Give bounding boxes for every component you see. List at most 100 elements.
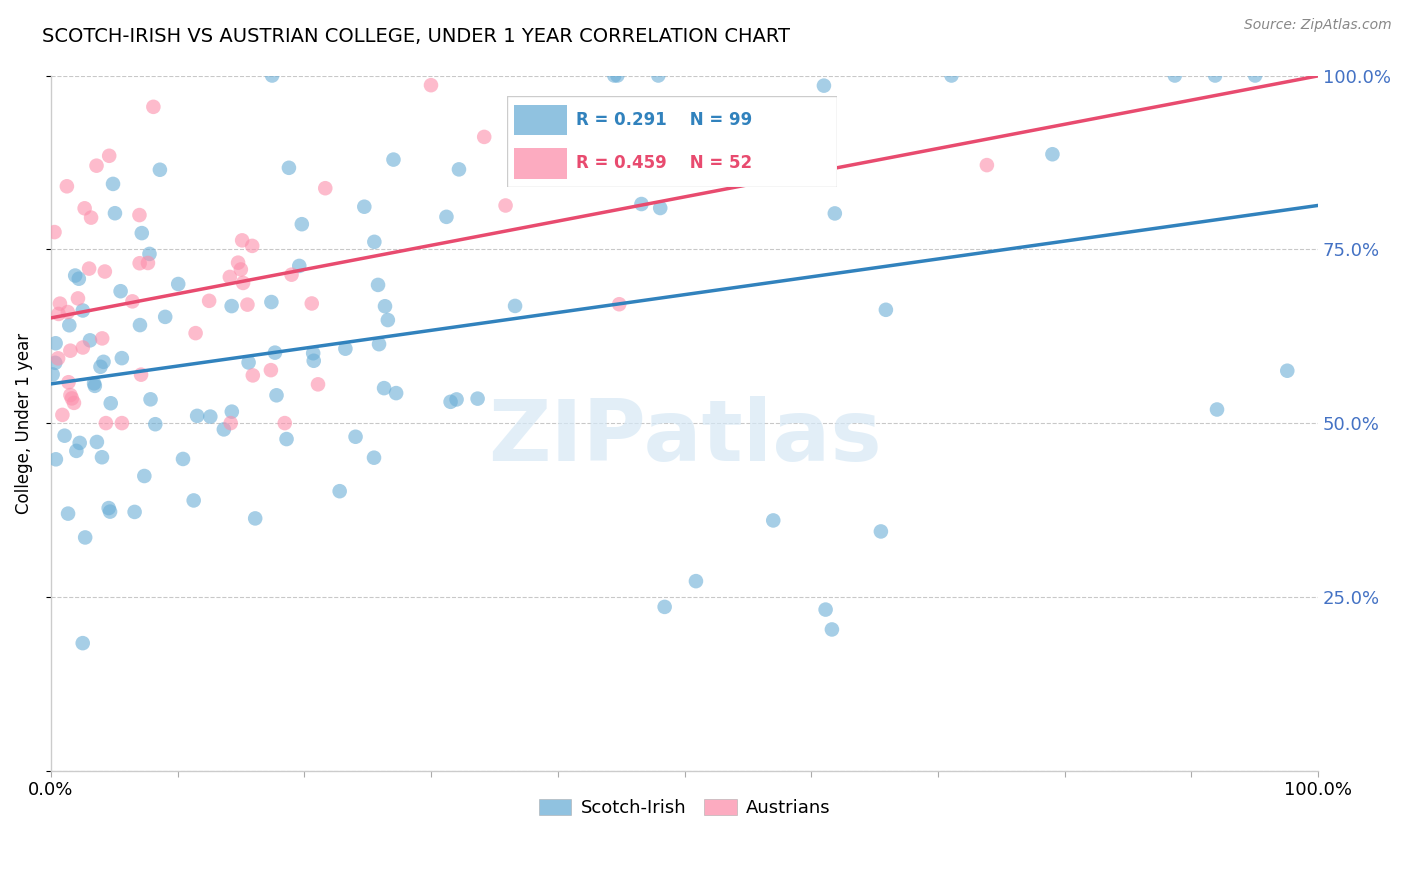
Point bbox=[200, 409, 222, 424]
Point bbox=[91, 331, 114, 345]
Point bbox=[260, 295, 283, 310]
Point bbox=[302, 346, 325, 360]
Point bbox=[121, 294, 143, 309]
Point bbox=[167, 277, 190, 291]
Point bbox=[630, 197, 652, 211]
Point bbox=[307, 377, 329, 392]
Point bbox=[363, 235, 385, 249]
Point bbox=[60, 392, 83, 406]
Point bbox=[83, 379, 105, 393]
Point bbox=[153, 310, 176, 324]
Point bbox=[80, 211, 103, 225]
Point bbox=[373, 381, 395, 395]
Point bbox=[226, 255, 249, 269]
Point bbox=[875, 302, 897, 317]
Point bbox=[94, 416, 117, 430]
Point bbox=[79, 334, 101, 348]
Point bbox=[172, 452, 194, 467]
Point bbox=[941, 69, 963, 83]
Point bbox=[143, 417, 166, 432]
Point bbox=[280, 268, 302, 282]
Point bbox=[86, 159, 108, 173]
Point bbox=[229, 262, 252, 277]
Point bbox=[139, 392, 162, 407]
Point bbox=[63, 396, 86, 410]
Point bbox=[44, 356, 66, 370]
Point bbox=[245, 511, 267, 525]
Point bbox=[59, 388, 82, 402]
Point bbox=[58, 376, 80, 390]
Point bbox=[647, 69, 669, 83]
Point bbox=[447, 162, 470, 177]
Point bbox=[58, 318, 80, 333]
Point bbox=[274, 416, 297, 430]
Point bbox=[221, 404, 243, 418]
Point bbox=[472, 129, 495, 144]
Point bbox=[301, 296, 323, 310]
Point bbox=[56, 305, 79, 319]
Point bbox=[650, 201, 672, 215]
Point bbox=[1204, 69, 1226, 83]
Point bbox=[51, 408, 73, 422]
Point bbox=[63, 268, 86, 283]
Point bbox=[73, 202, 96, 216]
Point bbox=[221, 299, 243, 313]
Point bbox=[439, 394, 461, 409]
Point bbox=[374, 299, 396, 313]
Point bbox=[813, 78, 835, 93]
Point bbox=[94, 264, 117, 278]
Point bbox=[314, 181, 336, 195]
Point bbox=[329, 484, 352, 499]
Point bbox=[302, 353, 325, 368]
Point bbox=[59, 343, 82, 358]
Point bbox=[67, 271, 90, 285]
Point bbox=[129, 368, 152, 382]
Point bbox=[658, 113, 681, 128]
Point bbox=[260, 363, 283, 377]
Point bbox=[48, 307, 70, 321]
Point bbox=[65, 443, 87, 458]
Point bbox=[72, 303, 94, 318]
Point bbox=[385, 386, 408, 401]
Point bbox=[83, 376, 105, 391]
Point bbox=[131, 226, 153, 240]
Text: SCOTCH-IRISH VS AUSTRIAN COLLEGE, UNDER 1 YEAR CORRELATION CHART: SCOTCH-IRISH VS AUSTRIAN COLLEGE, UNDER … bbox=[42, 27, 790, 45]
Point bbox=[603, 69, 626, 83]
Point bbox=[134, 469, 156, 483]
Point bbox=[128, 256, 150, 270]
Point bbox=[101, 177, 124, 191]
Point bbox=[377, 313, 399, 327]
Point bbox=[186, 409, 208, 423]
Point bbox=[136, 256, 159, 270]
Point bbox=[1277, 364, 1299, 378]
Point bbox=[1244, 69, 1267, 83]
Point bbox=[446, 392, 468, 407]
Point bbox=[262, 69, 284, 83]
Point bbox=[353, 200, 375, 214]
Point bbox=[97, 501, 120, 516]
Point bbox=[98, 149, 121, 163]
Point bbox=[675, 120, 697, 134]
Point bbox=[111, 416, 134, 430]
Point bbox=[219, 416, 242, 430]
Point bbox=[264, 345, 287, 359]
Point bbox=[45, 452, 67, 467]
Point bbox=[368, 337, 391, 351]
Point bbox=[111, 351, 134, 365]
Point bbox=[184, 326, 207, 340]
Point bbox=[86, 434, 108, 449]
Point bbox=[77, 261, 100, 276]
Point bbox=[129, 318, 152, 332]
Point bbox=[149, 162, 172, 177]
Point bbox=[93, 355, 115, 369]
Point bbox=[276, 432, 298, 446]
Text: ZIPatlas: ZIPatlas bbox=[488, 395, 882, 478]
Point bbox=[277, 161, 299, 175]
Point bbox=[49, 296, 72, 310]
Point bbox=[124, 505, 146, 519]
Point bbox=[45, 336, 67, 351]
Point bbox=[814, 602, 837, 616]
Point bbox=[46, 351, 69, 366]
Point bbox=[654, 599, 676, 614]
Point bbox=[824, 206, 846, 220]
